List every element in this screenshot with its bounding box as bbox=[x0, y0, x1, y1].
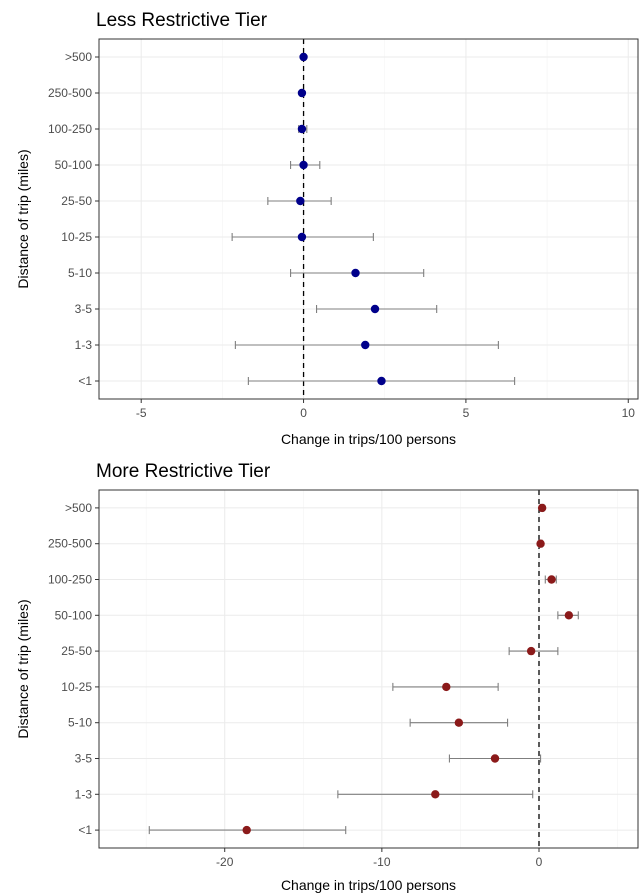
estimate-point bbox=[547, 575, 556, 584]
y-axis-label: Distance of trip (miles) bbox=[15, 599, 31, 738]
estimate-point bbox=[377, 376, 386, 386]
y-axis-label: Distance of trip (miles) bbox=[15, 149, 31, 288]
estimate-point bbox=[431, 790, 440, 799]
estimate-point bbox=[442, 682, 451, 692]
x-tick-label: 0 bbox=[300, 406, 307, 420]
estimate-point bbox=[454, 718, 464, 727]
estimate-point bbox=[297, 88, 307, 98]
y-tick-label: 3-5 bbox=[75, 752, 93, 766]
estimate-point bbox=[537, 503, 547, 513]
panel-title: Less Restrictive Tier bbox=[96, 10, 268, 31]
more-restrictive-panel: >500 250-500 100-250 50-100 25-50 10-25 5-10 3-… bbox=[15, 461, 639, 893]
x-tick-label: 5 bbox=[463, 406, 470, 420]
panel-title: More Restrictive Tier bbox=[96, 461, 271, 482]
x-tick-label: -5 bbox=[136, 406, 147, 420]
y-tick-label: 1-3 bbox=[75, 338, 93, 352]
estimate-point bbox=[297, 232, 307, 242]
y-tick-label: 25-50 bbox=[61, 194, 92, 208]
x-tick-label: 0 bbox=[536, 855, 543, 869]
estimate-point bbox=[296, 196, 305, 206]
y-tick-label: 5-10 bbox=[68, 716, 92, 730]
estimate-point bbox=[299, 160, 308, 170]
x-axis-label: Change in trips/100 persons bbox=[281, 877, 456, 893]
estimate-point bbox=[242, 825, 251, 835]
estimate-point bbox=[370, 304, 380, 314]
estimate-point bbox=[536, 539, 545, 548]
y-tick-label: 1-3 bbox=[75, 787, 93, 801]
y-tick-label: 5-10 bbox=[68, 266, 92, 280]
panel-frame bbox=[98, 38, 639, 400]
y-tick-label: 25-50 bbox=[61, 644, 92, 658]
y-tick-label: 250-500 bbox=[48, 86, 92, 100]
y-tick-label: <1 bbox=[78, 374, 92, 388]
estimate-point bbox=[297, 124, 307, 134]
estimate-point bbox=[526, 646, 536, 656]
less-restrictive-panel: >500 250-500 100-250 50-100 25-50 10-25 5-10 3-… bbox=[15, 10, 639, 447]
y-tick-label: 50-100 bbox=[55, 158, 93, 172]
y-tick-label: >500 bbox=[65, 501, 92, 515]
y-tick-label: 100-250 bbox=[48, 573, 92, 587]
x-axis-label: Change in trips/100 persons bbox=[281, 431, 456, 447]
estimate-point bbox=[361, 340, 370, 350]
estimate-point bbox=[490, 754, 500, 763]
y-tick-label: 10-25 bbox=[61, 230, 92, 244]
x-tick-label: 10 bbox=[622, 406, 636, 420]
panel-frame bbox=[98, 489, 639, 849]
estimate-point bbox=[351, 268, 360, 278]
estimate-point bbox=[564, 611, 574, 620]
y-tick-label: 250-500 bbox=[48, 537, 92, 551]
x-tick-label: -10 bbox=[373, 855, 391, 869]
y-tick-label: 50-100 bbox=[55, 608, 93, 622]
y-tick-label: >500 bbox=[65, 50, 92, 64]
y-tick-label: 3-5 bbox=[75, 302, 93, 316]
estimate-point bbox=[299, 52, 308, 62]
y-tick-label: 100-250 bbox=[48, 122, 92, 136]
y-tick-label: <1 bbox=[78, 823, 92, 837]
y-tick-label: 10-25 bbox=[61, 680, 92, 694]
x-tick-label: -20 bbox=[216, 855, 234, 869]
